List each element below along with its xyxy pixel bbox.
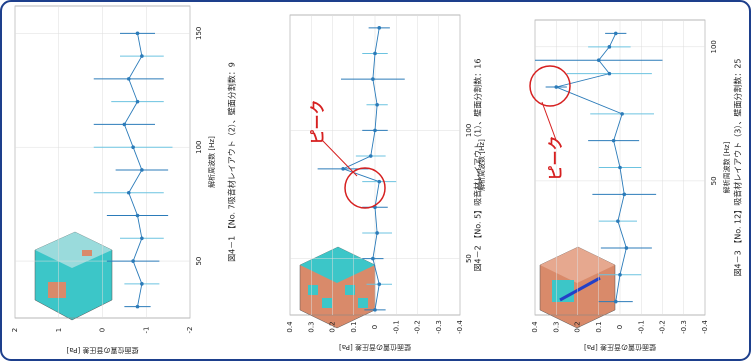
y-tick-label: 0.3 <box>552 321 560 332</box>
data-point <box>377 26 381 30</box>
data-point <box>375 231 379 235</box>
data-point <box>597 58 601 62</box>
data-point <box>369 154 373 158</box>
data-point <box>612 139 616 143</box>
y-tick-label: 0 <box>99 328 107 332</box>
data-point <box>136 305 140 309</box>
data-point <box>136 100 140 104</box>
data-point <box>377 282 381 286</box>
data-point <box>136 214 140 218</box>
y-tick-label: -0.1 <box>637 320 645 334</box>
y-tick-label: 2 <box>11 328 19 332</box>
x-tick-label: 100 <box>465 124 473 137</box>
y-tick-label: 0.2 <box>329 321 337 332</box>
y-tick-label: -0.2 <box>414 320 422 334</box>
data-point <box>140 282 144 286</box>
y-axis-label: 壁面位置の音圧差 [Pa] <box>339 343 411 352</box>
y-tick-label: 0.1 <box>595 321 603 332</box>
y-axis-label: 壁面位置の音圧差 [Pa] <box>584 343 656 352</box>
data-point <box>622 193 626 197</box>
y-tick-label: 0 <box>616 325 624 329</box>
data-point <box>371 257 375 261</box>
y-tick-label: -0.3 <box>680 320 688 334</box>
x-tick-label: 100 <box>710 40 718 53</box>
y-tick-label: 0.1 <box>350 321 358 332</box>
annotation: ピーク <box>547 135 565 180</box>
data-point <box>123 123 127 127</box>
page: -2 -1 0 1 2 50 100 150 解析周波数 [Hz] 壁面位置の音圧差 [Pa] 図4… <box>0 0 751 361</box>
data-point <box>618 166 622 170</box>
y-axis-label: 壁面位置の音圧差 [Pa] <box>66 346 138 355</box>
data-point <box>371 77 375 81</box>
data-point <box>136 32 140 36</box>
y-tick-label: -0.1 <box>392 320 400 334</box>
data-point <box>608 45 612 49</box>
data-point <box>608 72 612 76</box>
x-axis-label: 解析周波数 [Hz] <box>207 136 216 188</box>
y-tick-label: -0.3 <box>435 320 443 334</box>
data-point <box>373 52 377 56</box>
y-tick-label: -0.2 <box>659 320 667 334</box>
annotation: ピーク <box>309 99 327 144</box>
y-tick-label: 0.4 <box>531 321 539 333</box>
x-axis-label: 解析周波数 [Hz] <box>722 141 731 193</box>
y-tick-label: 0.4 <box>286 321 294 333</box>
data-point <box>377 180 381 184</box>
data-point <box>620 112 624 116</box>
x-tick-label: 50 <box>195 257 203 266</box>
y-tick-label: -2 <box>186 327 194 334</box>
y-tick-label: -0.4 <box>456 320 464 334</box>
data-point <box>554 85 558 89</box>
data-point <box>131 259 135 263</box>
y-tick-label: 1 <box>55 328 63 332</box>
data-point <box>618 273 622 277</box>
y-tick-label: -0.4 <box>701 320 709 334</box>
data-point <box>614 300 618 304</box>
data-point <box>616 219 620 223</box>
caption: 図4－3 【No. 12】吸音材レイアウト（3）、壁面分割数：25 <box>733 59 743 277</box>
y-tick-label: 0.2 <box>574 321 582 332</box>
y-tick-label: -1 <box>142 327 150 334</box>
caption: 図4－1 【No. 7吸音材レイアウト（2）、壁面分割数：9 <box>227 62 237 262</box>
data-point <box>131 145 135 149</box>
y-tick-label: 0 <box>371 325 379 329</box>
data-point <box>625 246 629 250</box>
data-point <box>614 32 618 36</box>
data-point <box>127 191 131 195</box>
data-point <box>373 129 377 133</box>
x-tick-label: 50 <box>465 254 473 263</box>
data-point <box>140 54 144 58</box>
data-point <box>140 236 144 240</box>
caption: 図4－2 【No. 5】吸音材レイアウト（1）、壁面分割数：16 <box>473 59 483 272</box>
x-tick-label: 100 <box>195 141 203 154</box>
data-point <box>341 167 345 171</box>
x-tick-label: 50 <box>710 176 718 185</box>
data-point <box>127 77 131 81</box>
y-tick-label: 0.3 <box>307 321 315 332</box>
x-tick-label: 150 <box>195 27 203 40</box>
data-point <box>375 103 379 107</box>
data-point <box>140 168 144 172</box>
data-point <box>373 308 377 312</box>
